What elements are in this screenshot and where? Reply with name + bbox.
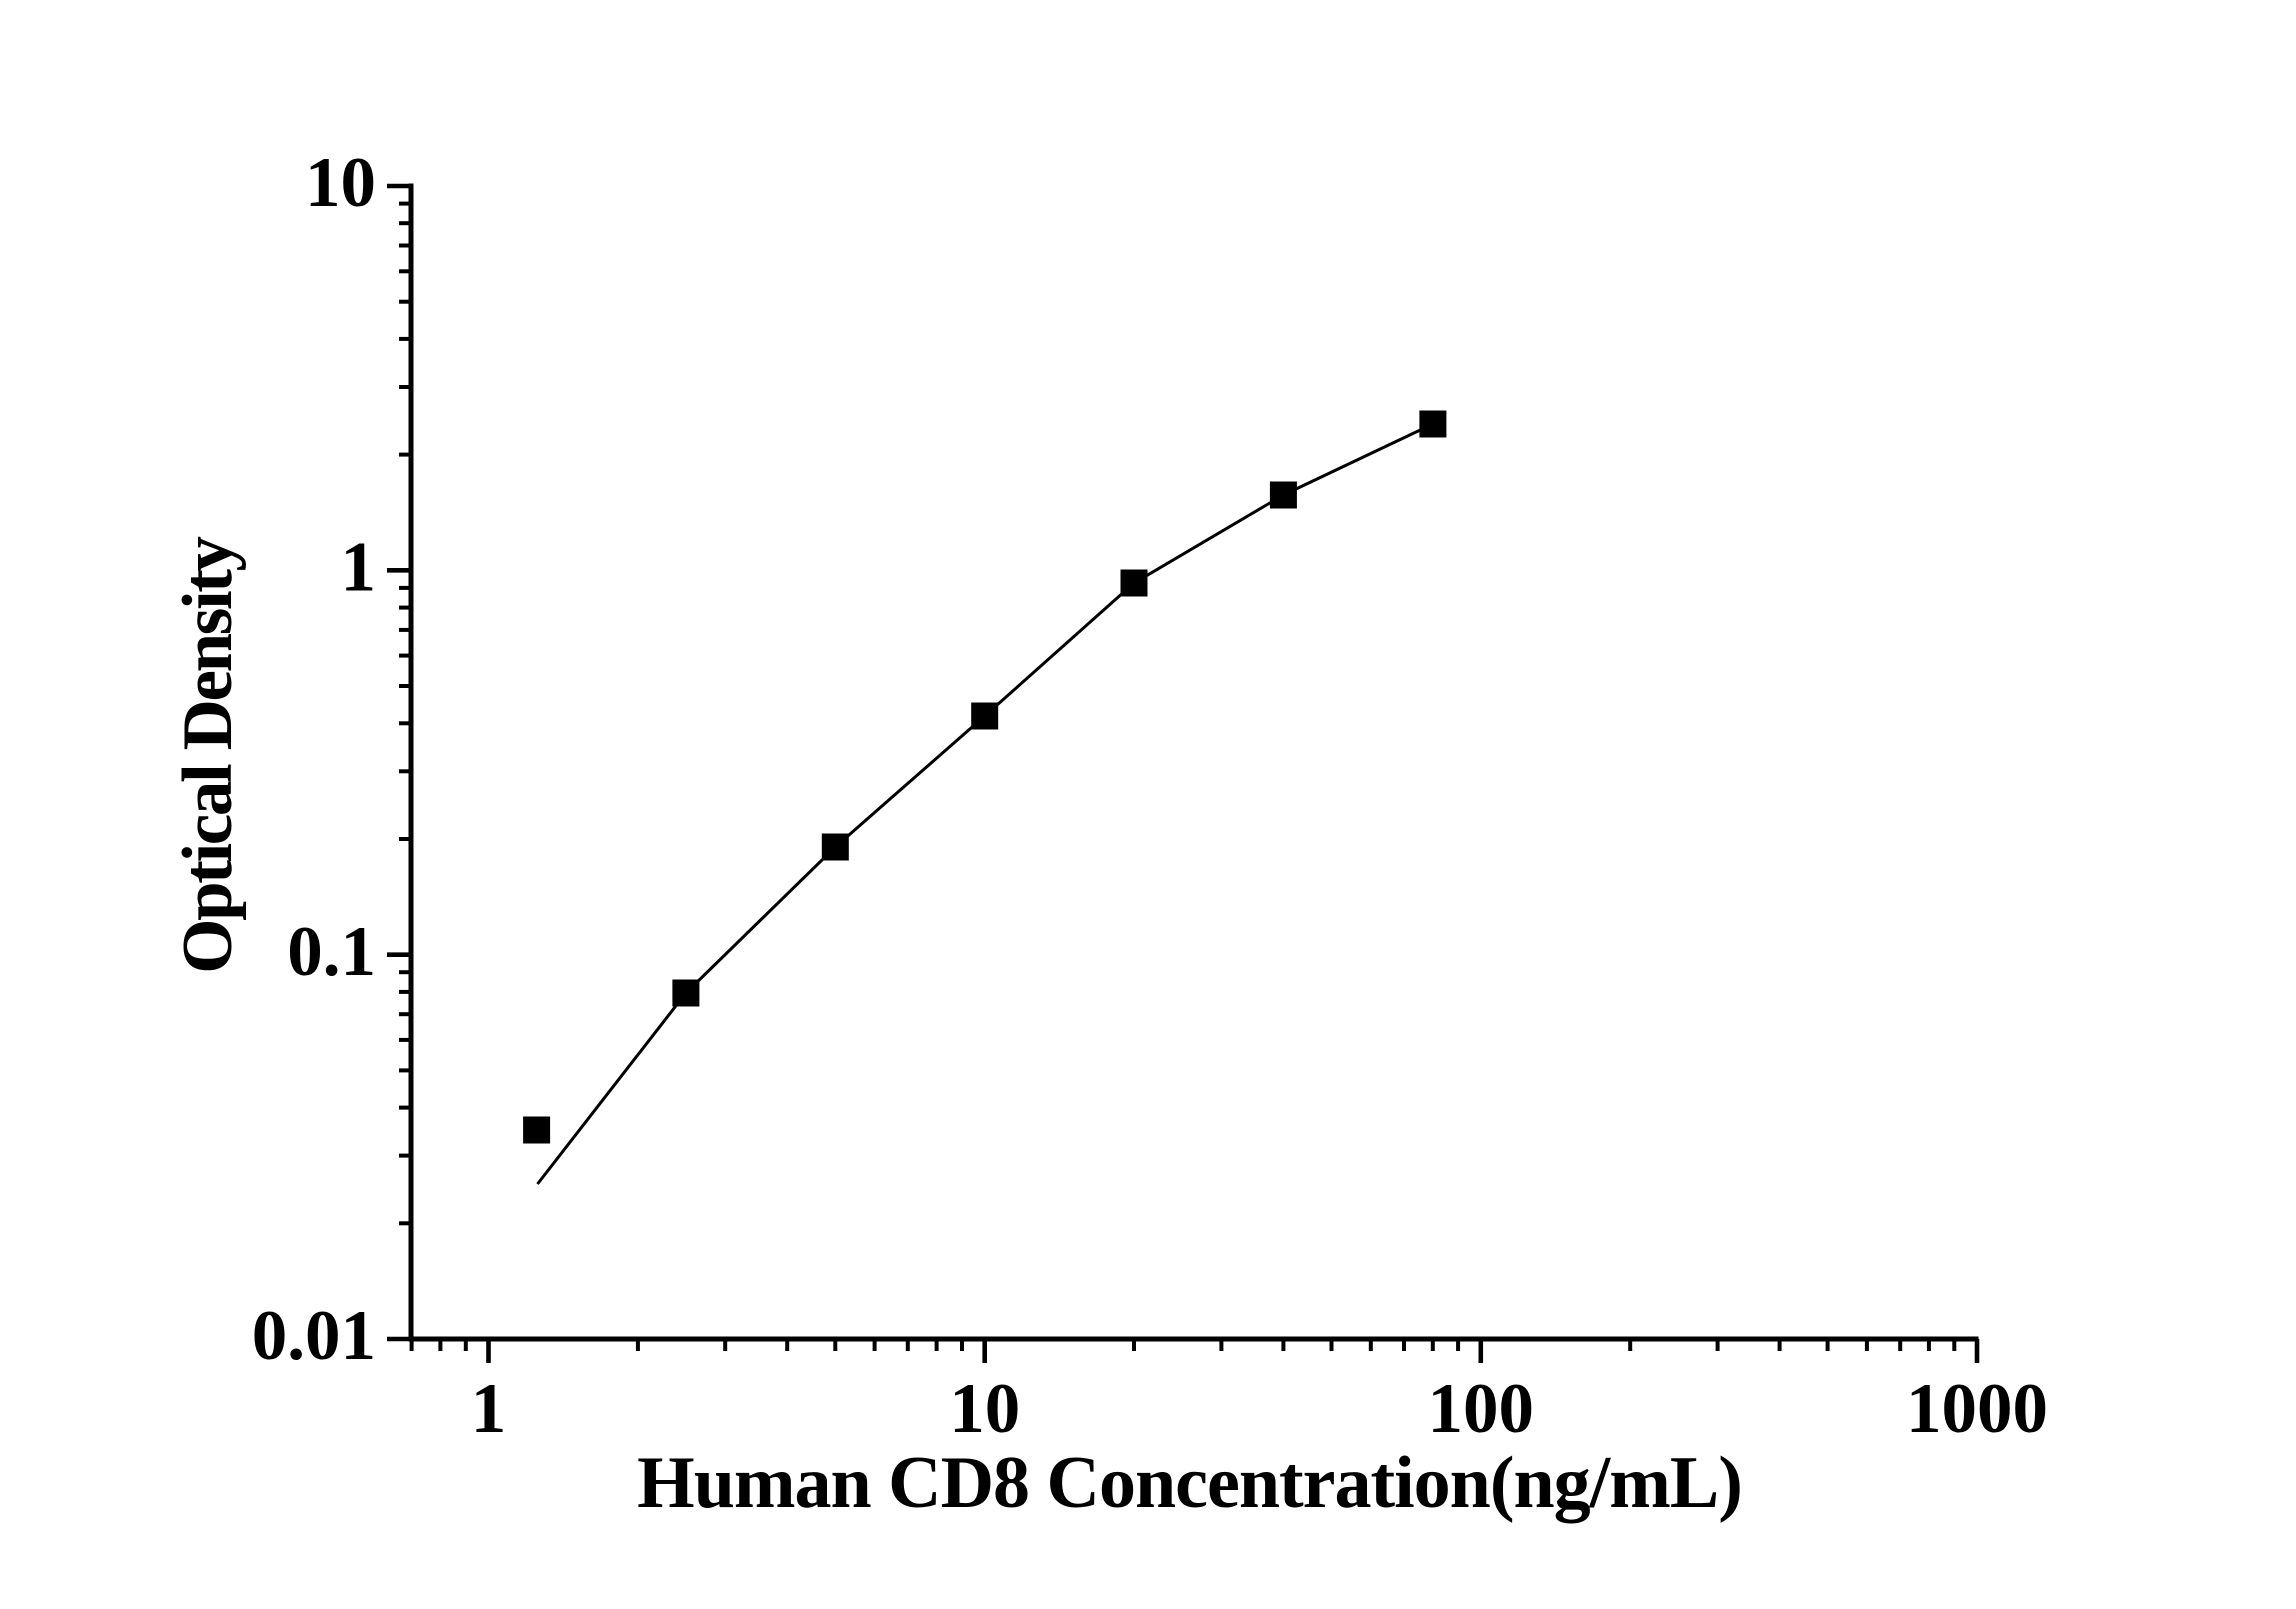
svg-text:100: 100	[1428, 1370, 1535, 1448]
svg-text:0.1: 0.1	[287, 913, 376, 991]
svg-text:Optical Density: Optical Density	[169, 536, 247, 973]
svg-text:0.01: 0.01	[252, 1297, 376, 1375]
svg-text:1000: 1000	[1906, 1370, 2048, 1448]
svg-text:10: 10	[305, 144, 376, 222]
svg-text:10: 10	[949, 1370, 1020, 1448]
svg-text:1: 1	[341, 528, 377, 606]
svg-text:Human CD8 Concentration(ng/mL): Human CD8 Concentration(ng/mL)	[637, 1442, 1742, 1524]
svg-text:1: 1	[471, 1370, 507, 1448]
